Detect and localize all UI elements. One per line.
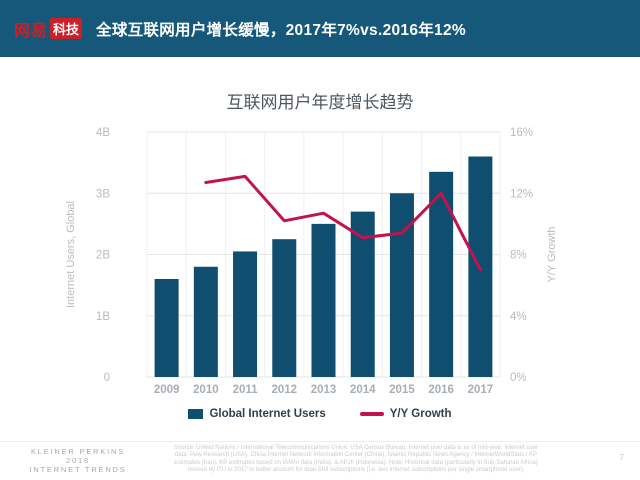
bar-2009 [154,279,179,377]
legend-label-bars: Global Internet Users [209,408,326,420]
x-axis-label-2010: 2010 [193,384,219,396]
kleiner-perkins-brand: KLEINER PERKINS 2018 INTERNET TRENDS [8,447,148,474]
source-line: data: Pew Research (USA), China Internet… [174,452,538,459]
x-axis-label-2017: 2017 [468,384,494,396]
netease-logo-text: 网易 [14,22,49,40]
netease-tech-logo[interactable]: 网易 科技 [14,17,83,41]
left-axis-title: Internet Users, Global [65,201,77,308]
right-axis-tick: 16% [510,127,533,139]
right-axis-tick: 8% [510,250,527,262]
bar-2010 [193,266,218,377]
x-axis-label-2013: 2013 [311,384,337,396]
left-axis-tick: 2B [96,250,110,262]
right-axis-title: Y/Y Growth [546,226,558,282]
x-axis-label-2016: 2016 [428,384,454,396]
bar-swatch-icon [188,409,204,419]
slide-title: 全球互联网用户增长缓慢，2017年7%vs.2016年12% [96,21,466,39]
legend-label-line: Y/Y Growth [389,408,452,420]
brand-line: KLEINER PERKINS [30,447,126,456]
x-axis-label-2009: 2009 [154,384,180,396]
x-axis-label-2015: 2015 [389,384,415,396]
brand-line: 2018 [66,456,90,465]
x-axis-label-2011: 2011 [233,384,259,396]
footer: KLEINER PERKINS 2018 INTERNET TRENDS Sou… [0,441,640,480]
source-line: Source: United Nations / International T… [173,445,539,451]
left-axis-tick: 3B [96,188,110,200]
line-swatch-icon [359,412,384,416]
bar-2012 [272,239,297,377]
growth-line [204,174,482,272]
bar-2013 [311,223,336,377]
tech-logo-badge: 科技 [50,18,83,39]
left-axis-tick: 4B [96,127,110,139]
right-axis-tick: 0% [510,372,527,384]
header-bar: 网易 科技 全球互联网用户增长缓慢，2017年7%vs.2016年12% [0,0,640,57]
brand-line: INTERNET TRENDS [29,465,127,474]
bar-2015 [389,193,414,377]
source-note: Source: United Nations / International T… [160,445,552,475]
source-line: estimates (Iran). KP estimates based on … [174,459,538,466]
x-axis-label-2012: 2012 [271,384,297,396]
source-line: revised by ITU in 2017 to better account… [187,467,525,474]
left-axis-tick: 1B [96,311,110,323]
legend-item-bars: Global Internet Users [188,408,326,420]
bar-2011 [233,251,258,377]
page-number: 7 [619,453,624,462]
chart-legend: Global Internet Users Y/Y Growth [0,408,640,420]
left-axis-tick: 0 [104,372,110,384]
x-axis-label-2014: 2014 [350,384,376,396]
chart-title: 互联网用户年度增长趋势 [226,93,414,112]
combo-chart: 0 0% 1B 4% 2B 8% 3B 12% 4B 16% 2009 2010 2011 2012 201… [65,127,558,396]
legend-item-line: Y/Y Growth [359,408,452,420]
right-axis-tick: 4% [510,311,527,323]
right-axis-tick: 12% [510,188,533,200]
